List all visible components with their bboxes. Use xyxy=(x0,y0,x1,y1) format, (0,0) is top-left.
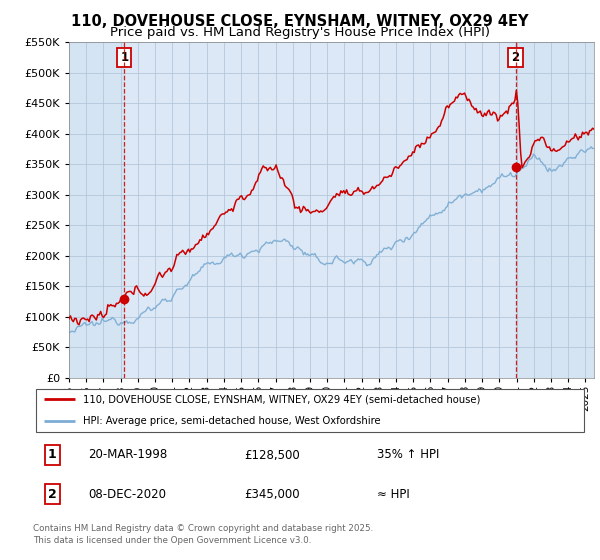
Text: 1: 1 xyxy=(48,449,57,461)
Text: ≈ HPI: ≈ HPI xyxy=(377,488,410,501)
Text: Price paid vs. HM Land Registry's House Price Index (HPI): Price paid vs. HM Land Registry's House … xyxy=(110,26,490,39)
Text: 35% ↑ HPI: 35% ↑ HPI xyxy=(377,449,439,461)
Text: 20-MAR-1998: 20-MAR-1998 xyxy=(89,449,168,461)
Text: Contains HM Land Registry data © Crown copyright and database right 2025.
This d: Contains HM Land Registry data © Crown c… xyxy=(33,524,373,545)
Text: HPI: Average price, semi-detached house, West Oxfordshire: HPI: Average price, semi-detached house,… xyxy=(83,416,380,426)
Text: 1: 1 xyxy=(121,50,128,64)
FancyBboxPatch shape xyxy=(36,389,584,432)
Text: 110, DOVEHOUSE CLOSE, EYNSHAM, WITNEY, OX29 4EY (semi-detached house): 110, DOVEHOUSE CLOSE, EYNSHAM, WITNEY, O… xyxy=(83,394,481,404)
Text: £345,000: £345,000 xyxy=(244,488,299,501)
Bar xyxy=(69,42,124,378)
Text: 110, DOVEHOUSE CLOSE, EYNSHAM, WITNEY, OX29 4EY: 110, DOVEHOUSE CLOSE, EYNSHAM, WITNEY, O… xyxy=(71,14,529,29)
Bar xyxy=(515,42,594,378)
Text: 2: 2 xyxy=(48,488,57,501)
Text: 08-DEC-2020: 08-DEC-2020 xyxy=(89,488,167,501)
Text: 2: 2 xyxy=(511,50,520,64)
Text: £128,500: £128,500 xyxy=(244,449,299,461)
